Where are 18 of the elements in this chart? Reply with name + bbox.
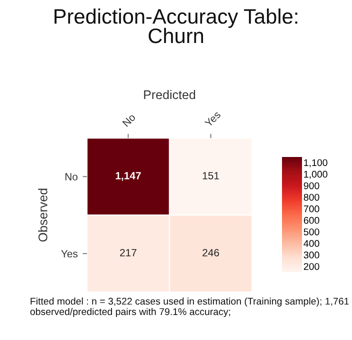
x-axis-title: Predicted: [144, 90, 196, 100]
chart-title: Prediction-Accuracy Table: Churn: [54, 8, 298, 44]
color-bar-label: 400: [304, 240, 320, 247]
color-bar-label: 1,000: [304, 170, 328, 179]
color-bar-label: 600: [304, 216, 320, 224]
color-bar-label: 900: [304, 182, 320, 190]
color-bar-label: 300: [304, 252, 320, 258]
color-bar-label: 700: [304, 205, 320, 212]
color-bar-label: 1,100: [304, 159, 328, 168]
color-bar-label: 800: [304, 194, 320, 201]
text: Fitted model : n = 3,522 cases used in estimation (Training sample); 1,761 observed/predicted pairs with 79.1% accuracy;: [30, 298, 349, 318]
color-bar-label: 200: [304, 263, 320, 270]
data-label: 1,147: [116, 172, 141, 181]
color-bar-label: 500: [304, 228, 320, 236]
data-label: 217: [120, 248, 136, 256]
data-label: 151: [202, 172, 219, 180]
data-label: 246: [202, 248, 219, 256]
y-axis-title: Observed: [38, 188, 48, 242]
